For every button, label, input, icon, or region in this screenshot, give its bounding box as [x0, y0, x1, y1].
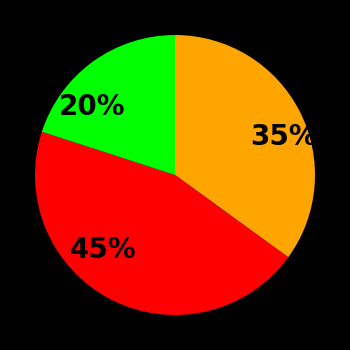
- Wedge shape: [175, 35, 315, 257]
- Text: 20%: 20%: [59, 93, 126, 121]
- Wedge shape: [35, 132, 288, 315]
- Wedge shape: [42, 35, 175, 175]
- Text: 45%: 45%: [70, 236, 137, 264]
- Text: 35%: 35%: [250, 123, 316, 151]
